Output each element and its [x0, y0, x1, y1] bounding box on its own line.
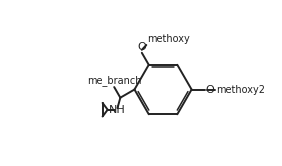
Text: methoxy2: methoxy2 [216, 84, 265, 94]
Text: me_branch: me_branch [87, 75, 142, 86]
Text: O: O [205, 84, 214, 94]
Text: NH: NH [109, 105, 125, 115]
Text: methoxy: methoxy [147, 34, 190, 44]
Text: O: O [137, 42, 146, 52]
